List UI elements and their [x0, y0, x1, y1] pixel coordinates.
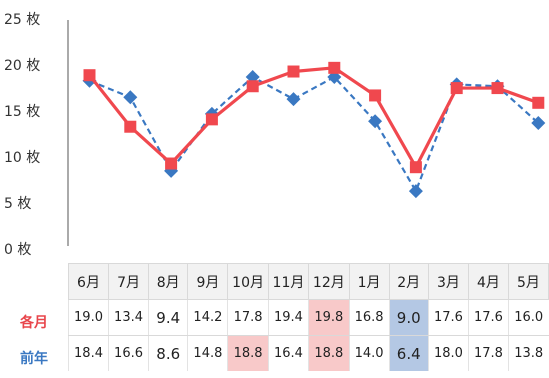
y-tick-label: 5 枚	[4, 196, 32, 212]
month-header: 7月	[108, 263, 150, 300]
current-value-cell: 17.6	[467, 299, 509, 336]
data-point-current	[124, 120, 137, 133]
row-label-current: 各月	[20, 315, 48, 331]
current-value-cell: 16.0	[507, 299, 549, 336]
current-value-cell: 19.8	[308, 299, 350, 336]
month-header: 5月	[507, 263, 549, 300]
month-header: 9月	[187, 263, 229, 300]
month-header: 10月	[227, 263, 269, 300]
series-line-previous-year	[89, 75, 540, 193]
previous-year-value-cell: 16.4	[267, 335, 309, 371]
previous-year-value-cell: 6.4	[388, 335, 429, 371]
y-tick-label: 15 枚	[4, 104, 41, 120]
y-tick-label: 20 枚	[4, 58, 41, 74]
current-value-cell: 17.8	[227, 299, 269, 336]
y-tick-label: 25 枚	[4, 12, 41, 28]
previous-year-value-cell: 18.4	[67, 335, 109, 371]
current-value-cell: 14.2	[187, 299, 228, 336]
data-point-current	[246, 80, 259, 93]
y-tick-label: 10 枚	[4, 150, 41, 166]
month-header: 6月	[67, 263, 110, 300]
data-point-current	[369, 89, 382, 102]
data-point-current	[165, 157, 178, 170]
month-header-row: 6月 7月 8月 9月 10月 11月 12月 1月 2月 3月 4月 5月	[67, 263, 549, 300]
data-point-current	[450, 82, 463, 95]
current-values-row: 19.0 13.4 9.4 14.2 17.8 19.4 19.8 16.8 9.0 17.6 17…	[67, 299, 549, 336]
y-tick-label: 0 枚	[4, 242, 32, 258]
line-chart	[67, 20, 546, 246]
month-header: 11月	[267, 263, 310, 300]
data-point-previous-year	[531, 116, 546, 131]
data-point-previous-year	[368, 114, 383, 129]
data-table: 6月 7月 8月 9月 10月 11月 12月 1月 2月 3月 4月 5月 19.0 13.4 9.4 1…	[67, 263, 549, 371]
data-point-current	[205, 113, 218, 126]
month-header: 4月	[467, 263, 509, 300]
previous-year-value-cell: 16.6	[108, 335, 149, 371]
data-point-current	[491, 82, 504, 95]
data-point-previous-year	[408, 184, 423, 199]
data-point-current	[83, 69, 96, 82]
previous-year-value-cell: 18.8	[308, 335, 350, 371]
data-point-previous-year	[123, 90, 138, 105]
month-header: 8月	[148, 263, 189, 300]
month-header: 2月	[388, 263, 429, 300]
previous-year-value-cell: 13.8	[507, 335, 549, 371]
current-value-cell: 19.4	[267, 299, 309, 336]
current-value-cell: 19.0	[67, 299, 109, 336]
previous-year-value-cell: 8.6	[148, 335, 188, 371]
current-value-cell: 9.4	[148, 299, 188, 336]
current-value-cell: 9.0	[388, 299, 429, 336]
month-header: 1月	[348, 263, 390, 300]
data-point-current	[409, 161, 422, 174]
previous-year-value-cell: 18.0	[427, 335, 469, 371]
current-value-cell: 16.8	[348, 299, 390, 336]
data-point-current	[287, 65, 300, 78]
current-value-cell: 13.4	[108, 299, 149, 336]
previous-year-value-cell: 17.8	[467, 335, 509, 371]
current-value-cell: 17.6	[427, 299, 469, 336]
previous-year-value-cell: 14.8	[187, 335, 228, 371]
previous-year-value-cell: 14.0	[348, 335, 390, 371]
data-point-previous-year	[286, 92, 301, 107]
data-point-current	[532, 96, 545, 109]
data-point-current	[328, 61, 341, 74]
month-header: 3月	[427, 263, 469, 300]
previous-year-value-cell: 18.8	[227, 335, 269, 371]
month-header: 12月	[308, 263, 350, 300]
previous-year-values-row: 18.4 16.6 8.6 14.8 18.8 16.4 18.8 14.0 6.4 18.0 17…	[67, 335, 549, 371]
series-line-current	[88, 66, 539, 169]
row-label-previous-year: 前年	[20, 351, 48, 367]
